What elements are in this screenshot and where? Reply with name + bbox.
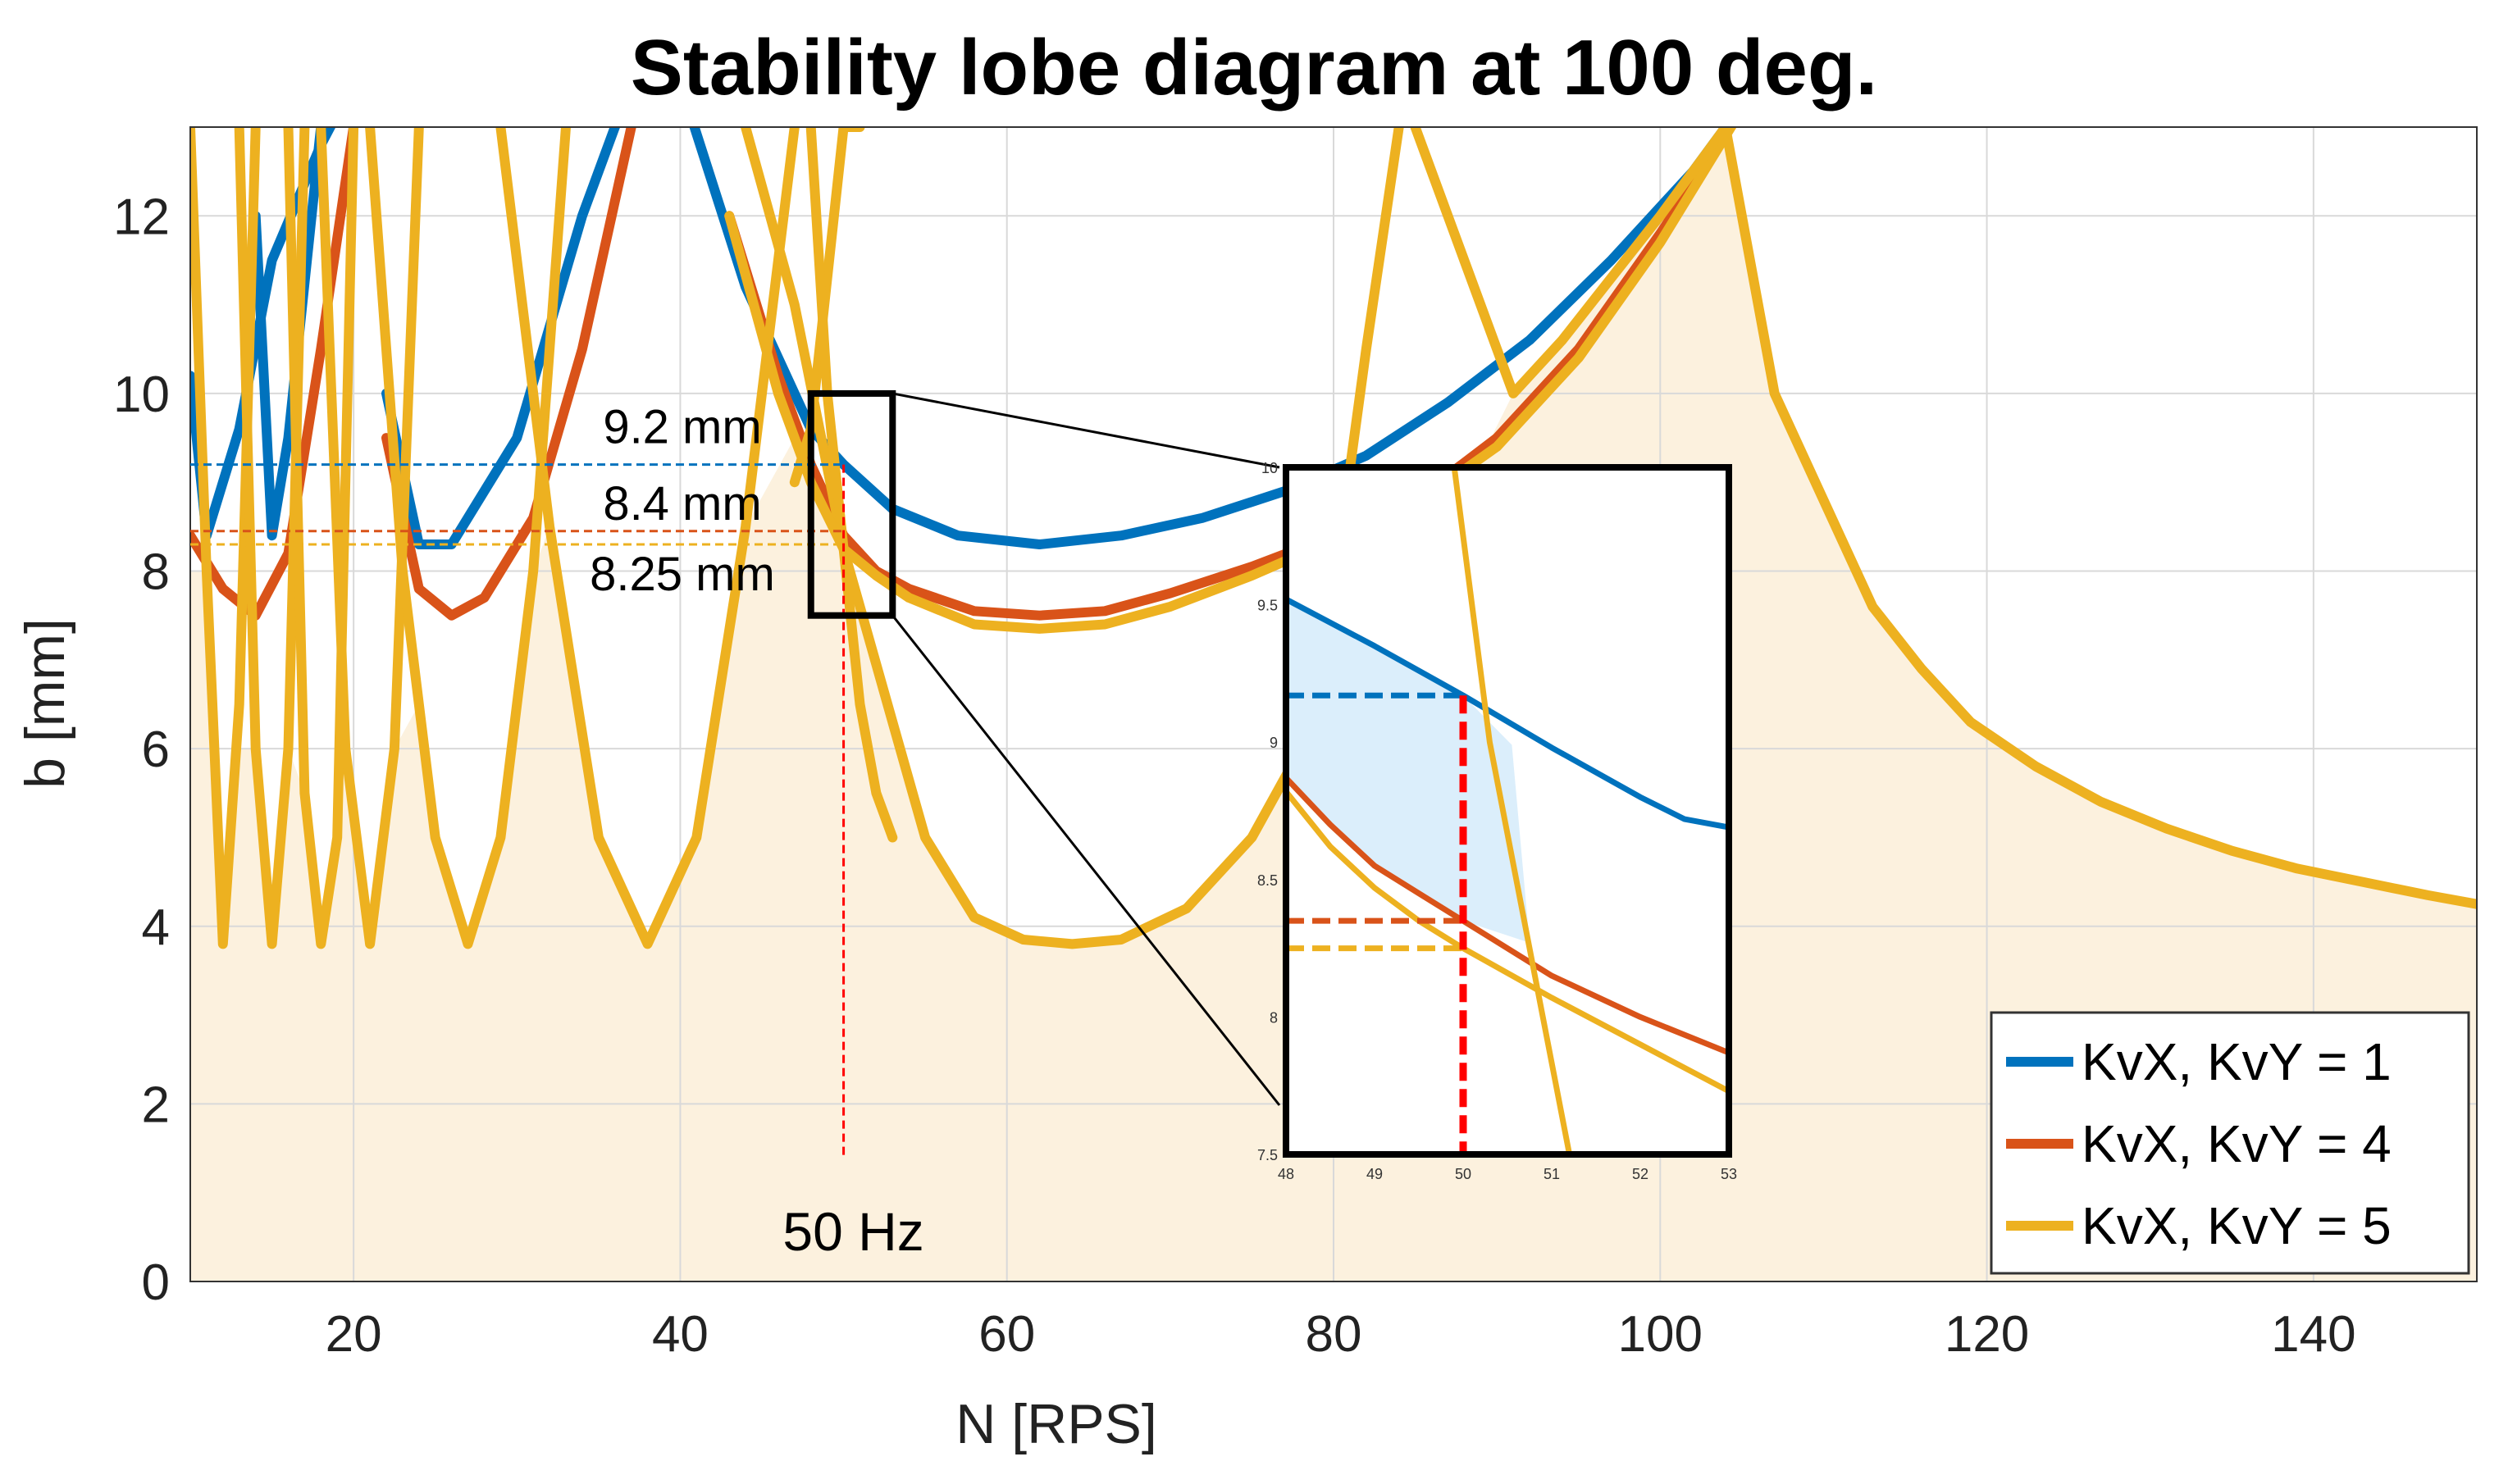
- inset-series-line-2: [1286, 776, 1729, 1056]
- x-tick-label: 120: [1945, 1306, 2029, 1363]
- series-3-lobe-line: [789, 127, 865, 488]
- series-3-lobe-line: [495, 127, 800, 949]
- zoom-inset: 48 49 50 51 52 53 7.5 8 8.5 9 9.5 10: [891, 392, 1737, 1182]
- series-3-lobe-line: [805, 127, 898, 843]
- y-tick-label: 12: [113, 189, 170, 245]
- x-tick-label: 60: [978, 1306, 1035, 1363]
- y-tick-label: 8: [142, 544, 170, 601]
- inset-y-tick-label: 10: [1261, 460, 1278, 476]
- x-tick-label: 100: [1618, 1306, 1703, 1363]
- legend-label: KvX, KvY = 5: [2082, 1196, 2392, 1255]
- inset-x-tick-label: 49: [1366, 1166, 1383, 1182]
- inset-x-tick-label: 52: [1632, 1166, 1648, 1182]
- y-tick-label: 2: [142, 1077, 170, 1133]
- value-label: 8.4 mm: [603, 477, 761, 530]
- value-label: 8.25 mm: [590, 548, 775, 601]
- inset-unstable-gap: [1286, 599, 1530, 943]
- inset-series-line-3: [1286, 790, 1729, 1094]
- inset-frame: [1283, 464, 1732, 1158]
- series-3-lobe-line: [1410, 127, 2477, 909]
- inset-series-line-1: [1286, 596, 1729, 831]
- y-tick-label: 6: [142, 722, 170, 778]
- inset-y-tick-label: 7.5: [1257, 1147, 1278, 1163]
- inset-x-tick-label: 51: [1544, 1166, 1560, 1182]
- x-tick-label: 20: [326, 1306, 382, 1363]
- y-tick-label: 10: [113, 366, 170, 423]
- x-tick-label: 40: [652, 1306, 709, 1363]
- x-tick-label: 140: [2271, 1306, 2355, 1363]
- value-label: 9.2 mm: [603, 401, 761, 454]
- fifty-hz-label: 50 Hz: [782, 1201, 923, 1262]
- series-3-lobe-line: [724, 127, 1737, 634]
- inset-y-tick-label: 9: [1270, 735, 1278, 751]
- y-tick-label: 0: [142, 1254, 170, 1311]
- inset-x-tick-label: 50: [1455, 1166, 1471, 1182]
- inset-y-tick-label: 9.5: [1257, 598, 1278, 614]
- series-1-lobe-line: [381, 127, 621, 549]
- chart-title: Stability lobe diagram at 100 deg.: [631, 24, 1877, 112]
- inset-x-tick-label: 53: [1721, 1166, 1737, 1182]
- zoom-connector-top: [892, 392, 1280, 469]
- y-axis-label: b [mm]: [14, 618, 76, 789]
- y-tick-label: 4: [142, 899, 170, 956]
- legend: KvX, KvY = 1 KvX, KvY = 4 KvX, KvY = 5: [1990, 1011, 2470, 1275]
- legend-label: KvX, KvY = 1: [2082, 1032, 2392, 1091]
- inset-series-line-4: [1451, 467, 1573, 1154]
- legend-label: KvX, KvY = 4: [2082, 1114, 2392, 1173]
- zoom-connector-bottom: [891, 614, 1281, 1106]
- series-3-lobe-line: [365, 127, 571, 949]
- inset-y-tick-label: 8.5: [1257, 872, 1278, 889]
- inset-y-tick-label: 8: [1270, 1009, 1278, 1026]
- series-2-lobe-line: [381, 127, 636, 621]
- zoom-box: [807, 389, 896, 619]
- x-axis-label: N [RPS]: [955, 1393, 1157, 1455]
- x-tick-label: 80: [1306, 1306, 1362, 1363]
- plot-frame: [189, 126, 2478, 1282]
- inset-x-tick-label: 48: [1278, 1166, 1294, 1182]
